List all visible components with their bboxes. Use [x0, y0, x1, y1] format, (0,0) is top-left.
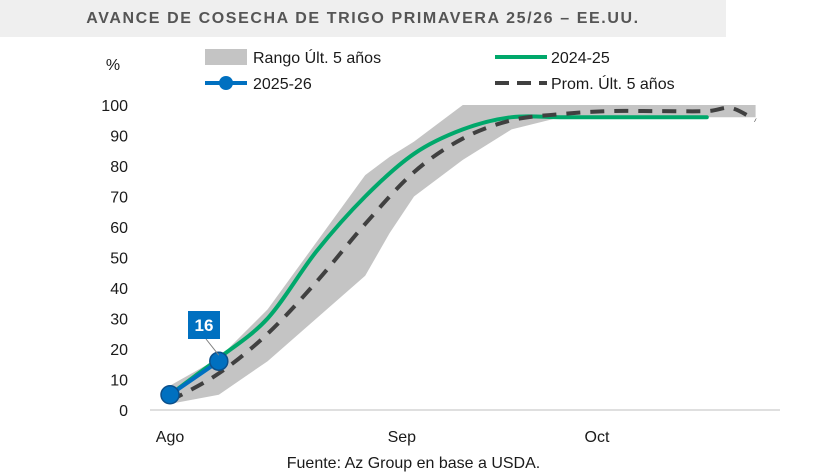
y-tick-label: 10 — [110, 373, 128, 390]
title-bar — [0, 0, 726, 37]
y-axis-label: % — [106, 57, 120, 74]
legend-label: 2024-25 — [551, 50, 610, 67]
annotation-label: 16 — [195, 316, 214, 335]
legend-label: Rango Últ. 5 años — [253, 48, 381, 67]
y-tick-label: 0 — [119, 403, 128, 420]
legend-marker-2025-26 — [219, 76, 233, 90]
y-tick-label: 30 — [110, 312, 128, 329]
data-point-marker — [160, 385, 180, 405]
y-axis-ticks: 0 10 20 30 40 50 60 70 80 90 100 — [101, 98, 128, 420]
y-tick-label: 60 — [110, 220, 128, 237]
y-tick-label: 40 — [110, 281, 128, 298]
plot-area: 16 — [160, 105, 757, 405]
data-point-marker — [209, 351, 229, 371]
annotation-leader — [205, 338, 220, 356]
x-axis-ticks: Ago Sep Oct — [150, 409, 780, 446]
x-tick-label: Ago — [156, 429, 185, 446]
legend-swatch-range — [205, 49, 247, 65]
x-tick-label: Sep — [388, 429, 417, 446]
y-tick-label: 50 — [110, 251, 128, 268]
y-tick-label: 70 — [110, 190, 128, 207]
y-tick-label: 80 — [110, 159, 128, 176]
x-tick-label: Oct — [585, 429, 610, 446]
y-tick-label: 20 — [110, 342, 128, 359]
source-note: Fuente: Az Group en base a USDA. — [286, 455, 541, 472]
chart-title: AVANCE DE COSECHA DE TRIGO PRIMAVERA 25/… — [86, 10, 640, 27]
y-tick-label: 90 — [110, 129, 128, 146]
range-band — [170, 105, 756, 404]
y-tick-label: 100 — [101, 98, 128, 115]
legend-label: 2025-26 — [253, 76, 312, 93]
annotation-box — [188, 311, 220, 339]
legend: Rango Últ. 5 años 2024-25 2025-26 Prom. Últ… — [205, 48, 675, 93]
legend-label: Prom. Últ. 5 años — [551, 74, 675, 93]
series-line-prom-lt-5-a-os — [169, 105, 757, 403]
